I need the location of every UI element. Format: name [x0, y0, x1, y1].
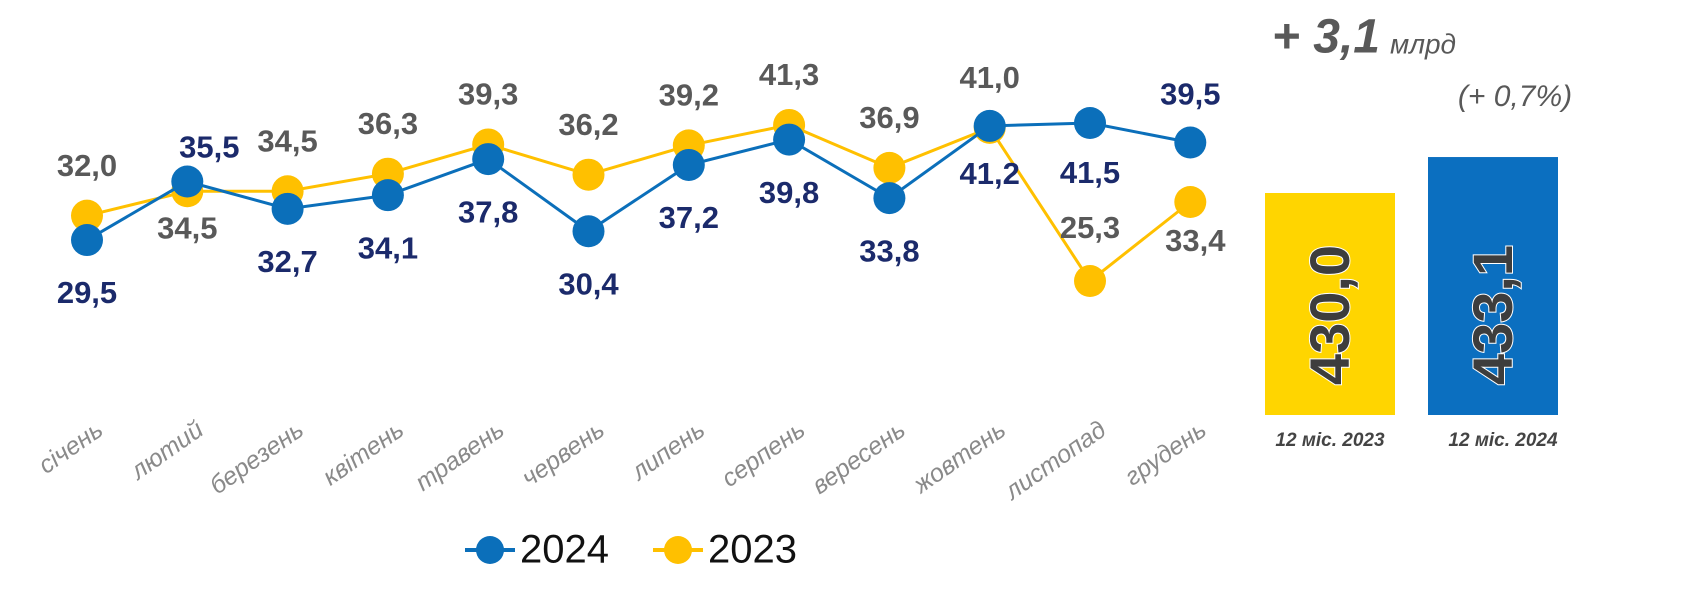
bar-value-label: 430,0: [1298, 245, 1361, 385]
x-tick-label: січень: [33, 415, 108, 479]
marker: [71, 224, 103, 257]
data-label: 34,5: [257, 123, 317, 158]
data-label: 37,8: [458, 194, 518, 229]
delta-value: + 3,1: [1272, 11, 1380, 64]
x-tick-label: травень: [410, 415, 509, 496]
data-label: 32,0: [57, 148, 117, 183]
data-label: 36,9: [859, 100, 919, 135]
data-label: 36,3: [358, 106, 418, 141]
series-line: [86, 121, 1191, 242]
marker: [271, 192, 304, 225]
bar: [1428, 157, 1558, 416]
data-label: 25,3: [1060, 210, 1120, 245]
data-label: 37,2: [659, 200, 719, 235]
legend-label: 2023: [708, 528, 797, 572]
x-tick-label: вересень: [807, 415, 911, 499]
data-label: 39,3: [458, 77, 518, 112]
x-tick-label: грудень: [1120, 415, 1212, 491]
legend-marker: [476, 536, 504, 564]
marker: [1074, 265, 1106, 297]
data-label: 41,3: [759, 57, 819, 92]
data-label: 33,4: [1165, 223, 1226, 258]
marker: [873, 151, 906, 184]
marker: [1074, 107, 1106, 139]
legend-label: 2024: [520, 528, 609, 572]
x-tick-label: липень: [625, 415, 710, 486]
marker: [472, 143, 505, 176]
data-label: 32,7: [257, 244, 317, 279]
marker: [1174, 126, 1207, 159]
legend-marker: [664, 536, 692, 564]
bar: [1265, 193, 1395, 415]
data-label: 41,5: [1060, 155, 1120, 190]
delta-percent: (+ 0,7%): [1458, 80, 1572, 113]
x-tick-label: квітень: [318, 415, 409, 491]
data-label: 36,2: [558, 107, 618, 142]
data-label: 39,8: [759, 175, 819, 210]
x-tick-label: 12 міс. 2023: [1275, 430, 1385, 451]
x-tick-label: лютий: [124, 415, 209, 486]
x-tick-label: жовтень: [908, 415, 1011, 499]
marker: [1174, 186, 1207, 218]
marker: [572, 158, 605, 191]
marker: [873, 182, 906, 215]
data-label: 29,5: [57, 275, 117, 310]
marker: [773, 123, 806, 156]
x-tick-label: серпень: [717, 415, 811, 492]
data-label: 34,5: [157, 210, 217, 245]
x-tick-label: 12 міс. 2024: [1448, 430, 1558, 451]
delta-unit: млрд: [1390, 28, 1456, 59]
data-label: 41,0: [960, 60, 1020, 95]
data-label: 34,1: [358, 230, 418, 265]
marker: [973, 109, 1006, 142]
marker: [171, 165, 204, 198]
marker: [71, 199, 103, 232]
x-tick-label: листопад: [998, 415, 1111, 506]
data-label: 35,5: [179, 130, 239, 165]
data-label: 41,2: [960, 156, 1020, 191]
data-label: 39,5: [1160, 77, 1220, 112]
marker: [672, 148, 705, 181]
data-label: 33,8: [859, 233, 919, 268]
data-label: 39,2: [659, 78, 719, 113]
marker: [371, 179, 404, 212]
bar-value-label: 433,1: [1461, 245, 1524, 385]
x-tick-label: червень: [517, 415, 610, 492]
data-label: 30,4: [558, 266, 619, 301]
marker: [572, 215, 605, 248]
x-tick-label: березень: [205, 415, 309, 500]
series-line: [86, 123, 1192, 284]
